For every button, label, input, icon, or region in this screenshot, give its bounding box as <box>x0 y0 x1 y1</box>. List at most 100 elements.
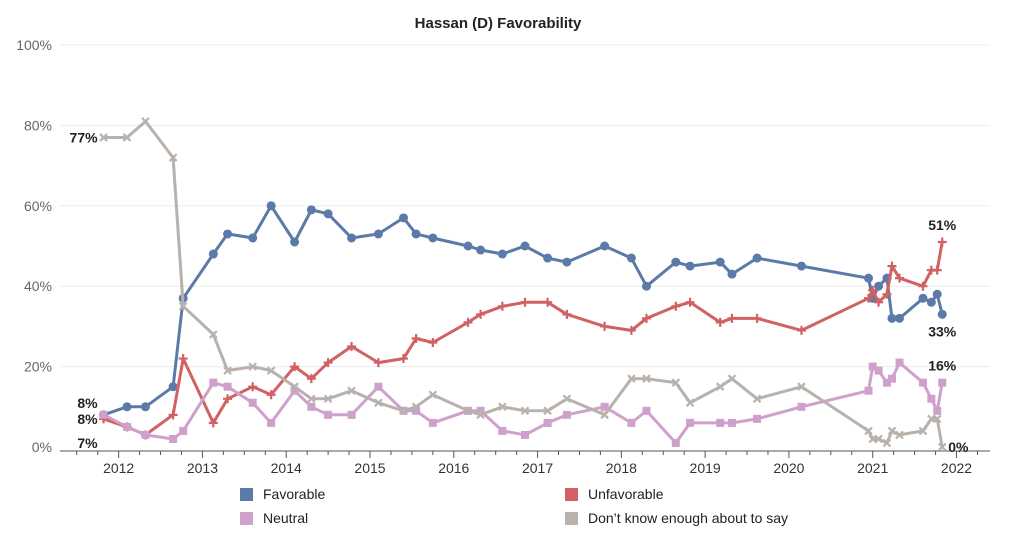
y-tick-label: 80% <box>24 117 52 133</box>
data-point <box>642 374 651 383</box>
legend-label-dont-know: Don’t know enough about to say <box>588 510 789 526</box>
data-point <box>498 402 507 412</box>
data-point <box>374 398 383 408</box>
data-point <box>752 313 762 323</box>
legend-item-neutral[interactable]: Neutral <box>240 510 308 526</box>
data-point <box>223 366 232 375</box>
data-point <box>168 410 178 420</box>
data-point <box>179 426 188 435</box>
data-point <box>868 285 878 295</box>
data-point <box>797 382 806 391</box>
data-point <box>520 241 530 251</box>
data-point <box>476 245 486 255</box>
data-point <box>918 281 928 291</box>
data-point <box>864 386 873 395</box>
y-tick-label: 60% <box>24 198 52 214</box>
data-point <box>497 301 507 311</box>
data-point <box>141 117 150 126</box>
data-point <box>267 418 276 427</box>
data-point <box>685 261 695 271</box>
data-point <box>307 402 316 411</box>
series-don-t-know-enough-about-to-say <box>99 117 947 452</box>
data-point <box>347 342 357 351</box>
data-point <box>887 313 897 323</box>
x-tick-label: 2019 <box>690 460 721 476</box>
data-point <box>715 257 725 267</box>
data-label: 51% <box>928 217 957 233</box>
data-point <box>932 414 942 424</box>
grid-lines <box>60 44 990 368</box>
data-point <box>521 430 529 439</box>
legend-item-dont-know[interactable]: Don’t know enough about to say <box>565 510 788 526</box>
data-point <box>373 229 383 239</box>
data-point <box>347 233 357 243</box>
data-point <box>727 269 737 279</box>
favorability-line-chart: Hassan (D) Favorability 0% 20% 40% 60% 80% 10… <box>16 15 990 476</box>
data-point <box>932 265 942 275</box>
x-tick-label: 2012 <box>103 460 134 476</box>
data-point <box>753 414 762 423</box>
y-tick-label: 20% <box>24 359 52 375</box>
data-label: 0% <box>948 439 969 455</box>
data-point <box>543 418 552 427</box>
data-label: 8% <box>77 395 98 411</box>
legend-swatch-favorable <box>240 487 253 501</box>
data-label: 33% <box>928 323 957 339</box>
data-point <box>476 410 485 420</box>
data-point <box>887 261 897 271</box>
data-point <box>562 410 571 419</box>
legend-swatch-neutral <box>240 511 253 525</box>
data-point <box>937 309 947 319</box>
data-point <box>627 374 636 383</box>
data-point <box>520 406 530 416</box>
data-point <box>626 325 636 335</box>
data-point <box>562 257 572 267</box>
data-point <box>715 382 725 391</box>
data-point <box>864 273 874 283</box>
data-point <box>168 153 178 162</box>
data-point <box>178 302 188 311</box>
data-point <box>938 378 947 387</box>
data-point <box>463 317 473 327</box>
data-point <box>937 237 947 247</box>
data-point <box>932 289 942 299</box>
data-point <box>123 422 132 431</box>
data-point <box>498 426 507 435</box>
legend-item-favorable[interactable]: Favorable <box>240 486 325 502</box>
x-tick-label: 2014 <box>271 460 302 476</box>
x-tick-label: 2016 <box>438 460 469 476</box>
data-point <box>248 398 257 407</box>
data-point <box>266 201 276 211</box>
y-axis: 0% 20% 40% 60% 80% 100% <box>16 37 52 455</box>
data-point <box>918 426 928 436</box>
data-point <box>752 253 762 263</box>
x-axis: 2012 2013 2014 2015 2016 2017 2018 2019 2020 2021… <box>60 450 990 476</box>
data-point <box>290 386 299 395</box>
data-point <box>428 418 437 427</box>
data-point <box>223 394 233 404</box>
legend-item-unfavorable[interactable]: Unfavorable <box>565 486 664 502</box>
data-point <box>868 362 877 371</box>
data-point <box>933 406 942 415</box>
data-point <box>412 406 421 415</box>
data-point <box>428 390 438 400</box>
data-point <box>347 410 356 419</box>
data-point <box>543 297 553 307</box>
data-point <box>715 317 725 327</box>
data-point <box>874 434 883 444</box>
data-point <box>882 289 892 299</box>
data-point <box>727 374 737 383</box>
data-point <box>641 281 651 291</box>
data-point <box>208 249 218 259</box>
data-point <box>140 402 150 412</box>
data-point <box>248 233 258 243</box>
data-point <box>122 133 132 142</box>
data-point <box>306 205 316 215</box>
data-point <box>209 378 218 387</box>
data-point <box>600 321 610 331</box>
data-point <box>716 418 725 427</box>
legend-swatch-dont-know <box>565 511 578 525</box>
data-point <box>290 362 300 372</box>
data-point <box>926 297 936 307</box>
data-point <box>562 309 572 319</box>
